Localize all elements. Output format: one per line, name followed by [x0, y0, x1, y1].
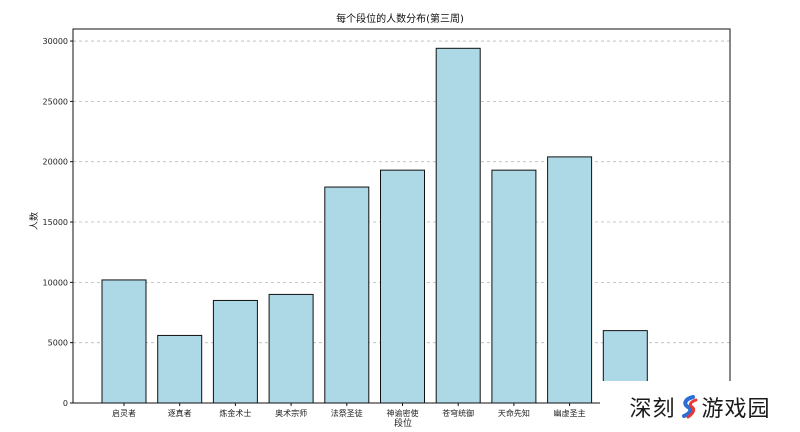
plot-frame [72, 28, 731, 404]
site-watermark: 深刻 游戏园 [600, 381, 800, 432]
x-tick-label: 苍穹统御 [442, 408, 474, 418]
bar [380, 169, 425, 404]
y-tick-label: 15000 [43, 218, 68, 227]
y-tick-label: 0 [63, 399, 68, 408]
x-tick-label: 逐真者 [168, 408, 192, 418]
watermark-text-right: 游戏园 [701, 396, 771, 422]
bar [101, 279, 147, 404]
x-tick-label: 奥术宗师 [275, 408, 307, 418]
y-tick-label: 30000 [43, 37, 68, 46]
bars [101, 47, 648, 404]
bar [547, 156, 593, 404]
x-tick-label: 天命先知 [498, 408, 530, 418]
bar [212, 299, 258, 404]
y-tick-label: 20000 [43, 158, 68, 167]
bar [268, 293, 314, 404]
y-tick-label: 10000 [43, 278, 68, 287]
x-tick-labels: 启灵者 逐真者 炼金术士 奥术宗师 法祭圣徒 神谕密使 苍穹统御 天命先知 幽虚圣主 [112, 403, 586, 418]
bar [435, 47, 481, 404]
bar [324, 186, 370, 404]
x-tick-label: 神谕密使 [387, 408, 419, 418]
y-tick-label: 5000 [48, 339, 68, 348]
x-axis-label: 段位 [394, 417, 412, 429]
bar [491, 169, 537, 404]
y-axis-label: 人数 [28, 212, 40, 230]
watermark-logo-icon [681, 394, 697, 418]
x-tick-label: 幽虚圣主 [554, 408, 586, 418]
x-tick-label: 法祭圣徒 [331, 408, 363, 418]
x-tick-label: 启灵者 [112, 408, 136, 418]
y-tick-label: 25000 [43, 97, 68, 106]
chart-title: 每个段位的人数分布(第三周) [336, 12, 464, 25]
y-tick-labels: 0 5000 10000 15000 20000 25000 30000 [43, 37, 73, 408]
x-tick-label: 炼金术士 [219, 408, 251, 418]
bar [157, 334, 203, 404]
watermark-text-left: 深刻 [629, 396, 676, 422]
